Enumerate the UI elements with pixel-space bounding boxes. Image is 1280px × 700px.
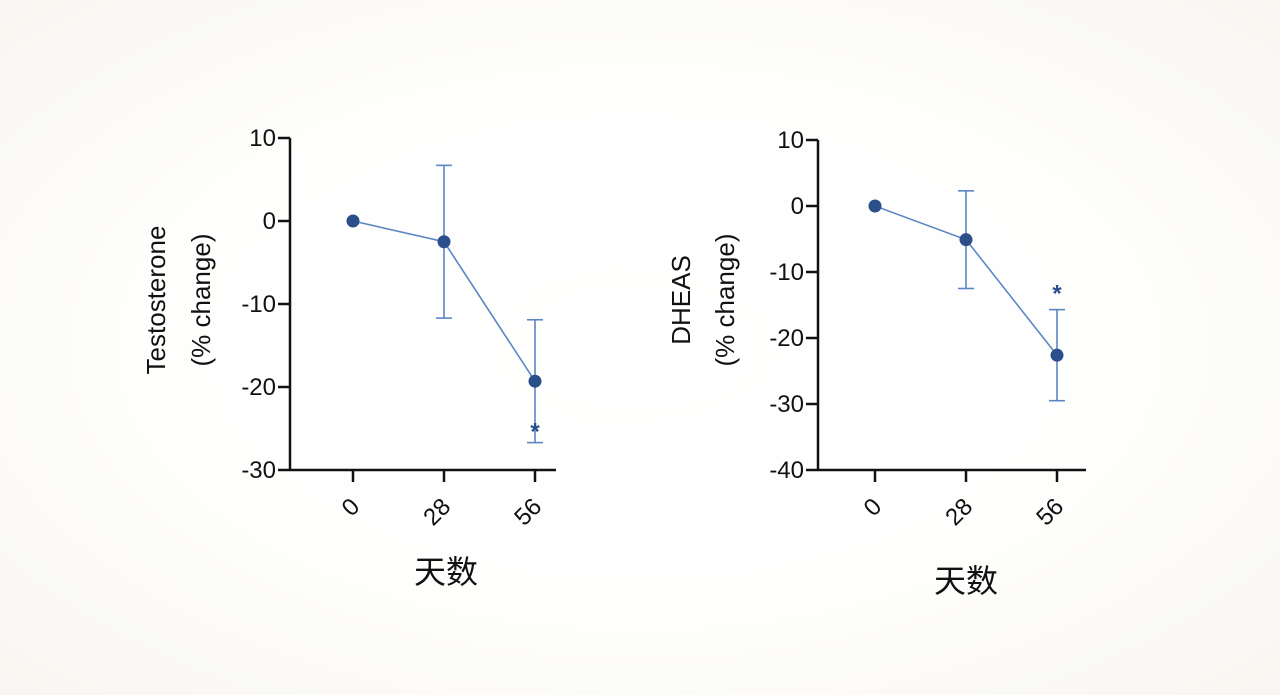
y-axis-title: DHEAS bbox=[666, 255, 696, 345]
chart-panel-2: 10 0 -10 -20 -30 -40 0 28 56 DHEAS (% change) 天数 * bbox=[666, 127, 1086, 599]
data-point bbox=[346, 214, 360, 228]
y-axis-title: (% change) bbox=[710, 234, 740, 367]
x-axis-title: 天数 bbox=[934, 563, 998, 599]
y-tick-label: -10 bbox=[241, 291, 276, 318]
data-point bbox=[437, 235, 451, 249]
y-tick-label: -10 bbox=[769, 259, 804, 286]
y-axis-title: (% change) bbox=[186, 234, 216, 367]
significance-star: * bbox=[530, 419, 540, 446]
y-tick-label: 10 bbox=[249, 125, 276, 152]
y-tick-label: -30 bbox=[241, 457, 276, 484]
y-tick-label: 10 bbox=[777, 127, 804, 154]
x-tick-label: 0 bbox=[859, 493, 888, 522]
y-tick-label: -30 bbox=[769, 391, 804, 418]
y-axis-title: Testosterone bbox=[141, 226, 171, 375]
chart-panel-1: 10 0 -10 -20 -30 0 28 56 Testosterone (% change) 天… bbox=[141, 125, 556, 590]
x-axis-title: 天数 bbox=[414, 554, 478, 590]
data-point bbox=[1050, 348, 1064, 362]
x-tick-label: 56 bbox=[1031, 493, 1069, 531]
y-tick-label: 0 bbox=[791, 193, 804, 220]
x-tick-label: 56 bbox=[509, 493, 547, 531]
x-tick-label: 28 bbox=[418, 493, 456, 531]
x-tick-label: 0 bbox=[337, 493, 366, 522]
data-point bbox=[959, 233, 973, 247]
y-tick-label: -20 bbox=[241, 374, 276, 401]
x-tick-label: 28 bbox=[940, 493, 978, 531]
significance-star: * bbox=[1052, 281, 1062, 308]
y-tick-label: -40 bbox=[769, 457, 804, 484]
y-tick-label: -20 bbox=[769, 325, 804, 352]
data-point bbox=[528, 374, 542, 388]
data-point bbox=[868, 199, 882, 213]
y-tick-label: 0 bbox=[263, 208, 276, 235]
